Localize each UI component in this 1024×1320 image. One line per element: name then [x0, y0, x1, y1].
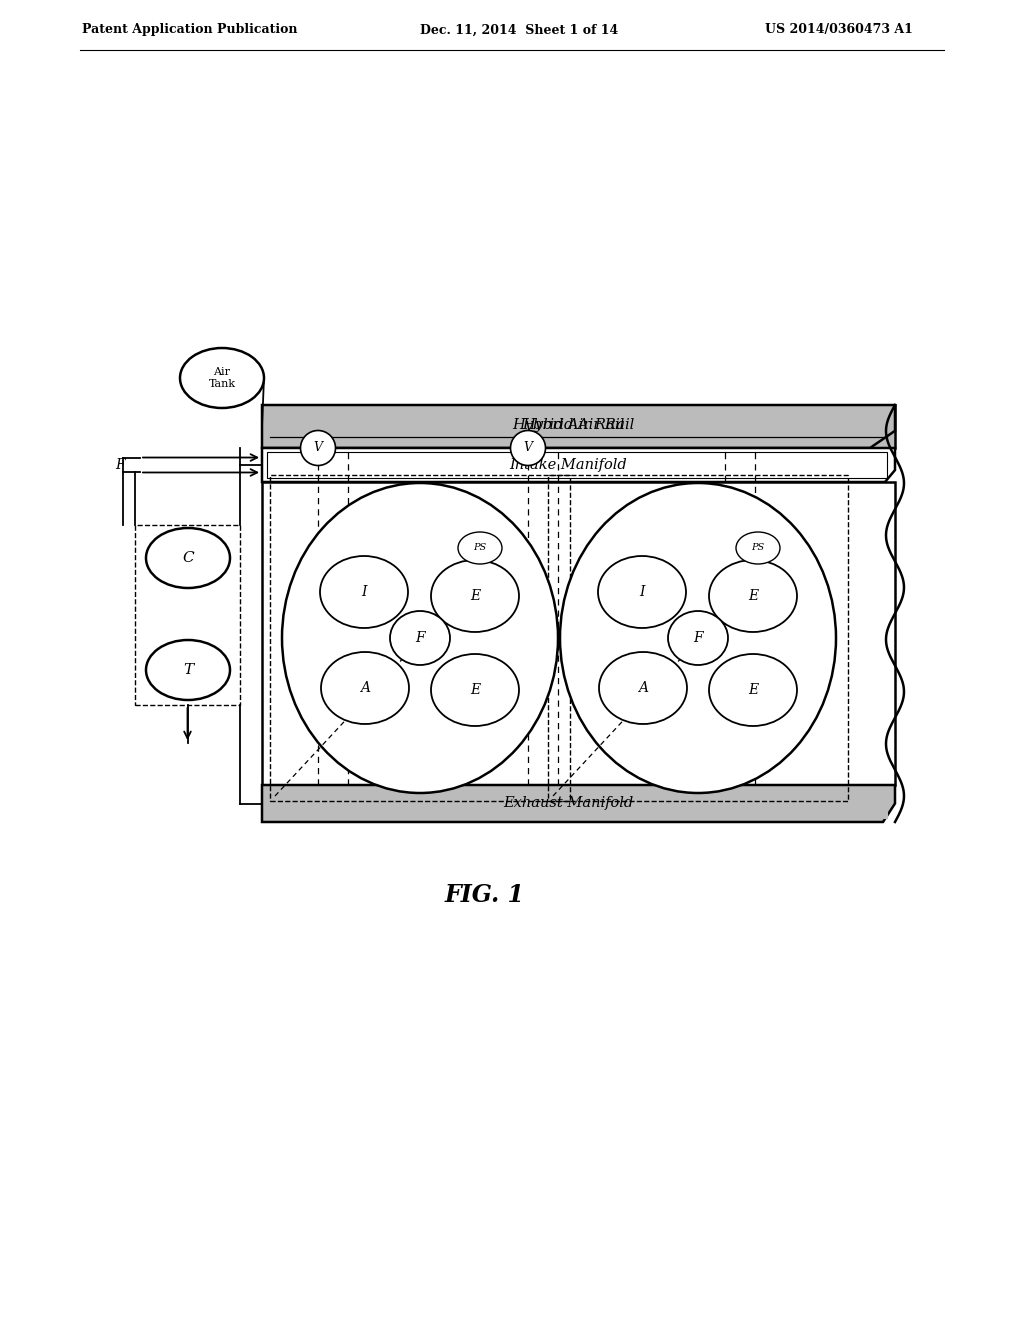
Ellipse shape — [458, 532, 502, 564]
Ellipse shape — [560, 483, 836, 793]
Text: A: A — [638, 681, 648, 696]
Ellipse shape — [668, 611, 728, 665]
Text: V: V — [523, 441, 532, 454]
Bar — [270, 475, 570, 801]
Text: F: F — [415, 631, 425, 645]
Ellipse shape — [146, 640, 230, 700]
Text: E: E — [748, 682, 758, 697]
Text: Hybrid Air Rail: Hybrid Air Rail — [512, 418, 625, 433]
Text: T: T — [183, 663, 194, 677]
Text: Air
Tank: Air Tank — [209, 367, 236, 389]
Bar — [548, 475, 848, 801]
Polygon shape — [262, 785, 895, 822]
Ellipse shape — [511, 430, 546, 466]
Text: F: F — [693, 631, 702, 645]
Ellipse shape — [282, 483, 558, 793]
Ellipse shape — [300, 430, 336, 466]
Text: V: V — [313, 441, 323, 454]
Ellipse shape — [709, 560, 797, 632]
Text: PS: PS — [752, 544, 765, 553]
Text: E: E — [748, 589, 758, 603]
Ellipse shape — [321, 652, 409, 723]
Ellipse shape — [319, 556, 408, 628]
Ellipse shape — [709, 653, 797, 726]
Text: PS: PS — [473, 544, 486, 553]
Ellipse shape — [180, 348, 264, 408]
Bar — [135, 525, 240, 705]
Text: Patent Application Publication: Patent Application Publication — [82, 24, 298, 37]
Text: E: E — [470, 682, 480, 697]
Text: I: I — [361, 585, 367, 599]
Ellipse shape — [598, 556, 686, 628]
Text: E: E — [470, 589, 480, 603]
Text: F: F — [116, 458, 125, 473]
Text: FIG. 1: FIG. 1 — [445, 883, 525, 907]
Ellipse shape — [431, 560, 519, 632]
Ellipse shape — [599, 652, 687, 723]
Bar — [262, 482, 895, 785]
Polygon shape — [262, 405, 895, 447]
Text: Dec. 11, 2014  Sheet 1 of 14: Dec. 11, 2014 Sheet 1 of 14 — [420, 24, 618, 37]
Bar — [262, 405, 895, 447]
Ellipse shape — [431, 653, 519, 726]
Text: Intake Manifold: Intake Manifold — [510, 458, 628, 473]
Polygon shape — [262, 447, 895, 482]
Text: Hybrid Air Rail: Hybrid Air Rail — [522, 418, 635, 433]
Ellipse shape — [146, 528, 230, 587]
Text: I: I — [639, 585, 645, 599]
Text: C: C — [182, 550, 194, 565]
Bar — [267, 451, 887, 478]
Bar — [267, 789, 887, 818]
Ellipse shape — [736, 532, 780, 564]
Ellipse shape — [390, 611, 450, 665]
Text: US 2014/0360473 A1: US 2014/0360473 A1 — [765, 24, 912, 37]
Text: A: A — [360, 681, 370, 696]
Text: Exhaust Manifold: Exhaust Manifold — [504, 796, 634, 810]
